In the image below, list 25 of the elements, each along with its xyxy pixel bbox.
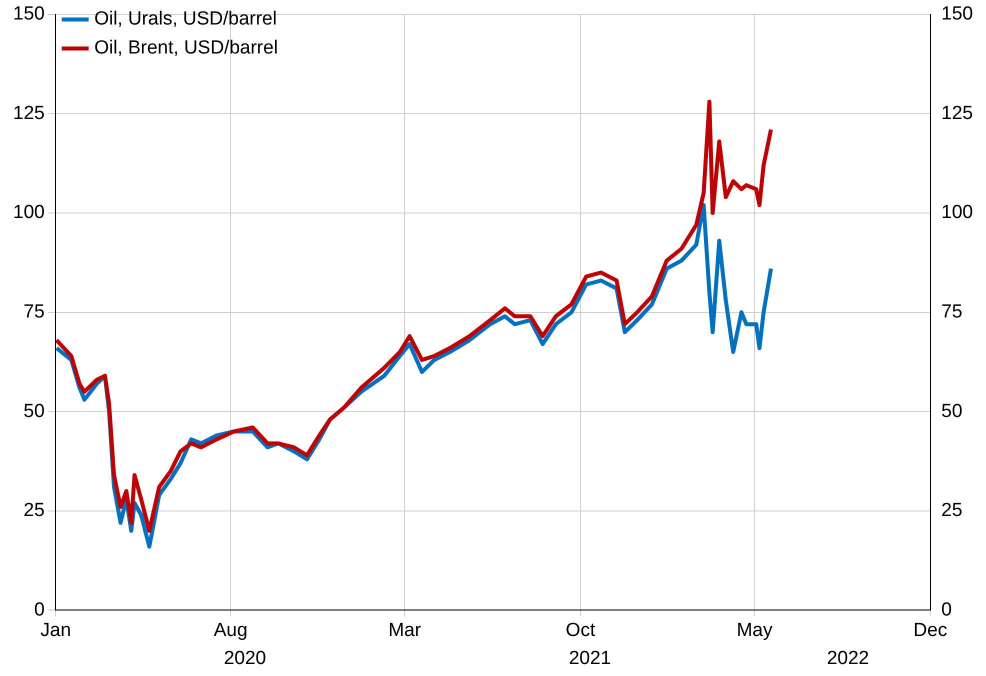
x-tick-label: May <box>736 620 773 641</box>
x-tick-label: Oct <box>566 620 596 641</box>
y2-tick-label: 125 <box>941 102 973 124</box>
text: 2021 <box>568 648 612 670</box>
legend-label: Oil, Brent, USD/barrel <box>94 38 278 59</box>
y-tick-label: 0 <box>34 599 45 620</box>
y-tick-label: 150 <box>13 4 45 25</box>
text: 2020 <box>224 648 266 670</box>
x-tick-label: Jan <box>40 620 72 641</box>
y2-tick-label: 50 <box>941 400 962 422</box>
y2-tick-label: 100 <box>941 202 973 224</box>
y-tick-label: 25 <box>24 500 45 522</box>
y-tick-label: 50 <box>24 400 45 422</box>
y-tick-label: 75 <box>24 302 45 323</box>
x-tick-label: Mar <box>388 620 422 641</box>
legend-label: Oil, Urals, USD/barrel <box>94 8 277 30</box>
text: 2022 <box>826 648 870 670</box>
y2-tick-label: 75 <box>941 302 962 323</box>
y2-tick-label: 0 <box>941 599 952 620</box>
y-tick-label: 100 <box>13 202 45 224</box>
y-tick-label: 125 <box>13 102 45 124</box>
y2-tick-label: 25 <box>941 500 962 522</box>
y2-tick-label: 150 <box>941 4 973 25</box>
x-tick-label: Aug <box>214 620 248 641</box>
x-tick-label: Dec <box>913 620 948 641</box>
